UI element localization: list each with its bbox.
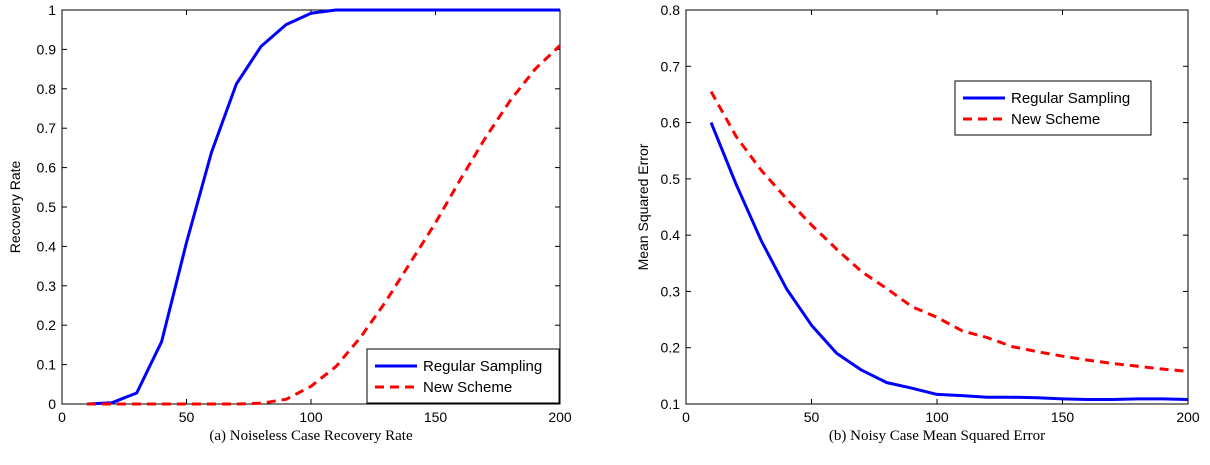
y-tick-label: 0.1 (661, 396, 681, 412)
series-line-regular-sampling (709, 122, 1189, 401)
y-tick-label: 0.5 (661, 171, 681, 187)
plot-area (61, 9, 561, 405)
legend-box (954, 80, 1152, 136)
y-tick-label: 0.3 (37, 278, 57, 294)
y-tick-label: 0.4 (37, 238, 57, 254)
series-line-regular-sampling (86, 8, 560, 406)
y-tick-label: 0.8 (661, 2, 681, 18)
x-tick-label: 100 (925, 409, 949, 425)
y-tick-label: 0.7 (37, 120, 57, 136)
y-tick-label: 0.2 (661, 340, 681, 356)
y-tick-label: 0 (48, 396, 56, 412)
x-tick-label: 100 (299, 409, 323, 425)
x-tick-label: 50 (804, 409, 820, 425)
x-tick-label: 200 (1176, 409, 1200, 425)
y-tick-label: 0.1 (37, 357, 57, 373)
y-axis-label: Recovery Rate (7, 160, 23, 253)
y-tick-label: 1 (48, 2, 56, 18)
legend-label: Regular Sampling (423, 358, 542, 375)
plot-area (685, 9, 1189, 405)
y-tick-label: 0.5 (37, 199, 57, 215)
chart-recovery-rate: 0 50 100 150 200 0 0.1 0.2 0.3 0.4 0.5 0.6 0.7 0.8 0.9… (7, 2, 572, 444)
y-tick-label: 0.6 (661, 115, 681, 131)
legend-label: Regular Sampling (1011, 90, 1130, 107)
series-line-new-scheme (86, 44, 562, 406)
legend-label: New Scheme (1011, 111, 1100, 128)
x-tick-label: 200 (548, 409, 572, 425)
x-tick-label: 150 (1051, 409, 1075, 425)
y-tick-label: 0.3 (661, 283, 681, 299)
y-tick-label: 0.2 (37, 317, 57, 333)
series-line-new-scheme (709, 90, 1189, 373)
figure-caption: (b) Noisy Case Mean Squared Error (829, 428, 1045, 444)
legend-box (366, 348, 560, 404)
x-tick-label: 150 (424, 409, 448, 425)
x-tick-label: 0 (58, 409, 66, 425)
figure-caption: (a) Noiseless Case Recovery Rate (209, 428, 413, 444)
y-tick-label: 0.7 (661, 58, 681, 74)
y-tick-label: 0.6 (37, 160, 57, 176)
y-tick-label: 0.9 (37, 41, 57, 57)
y-axis-label: Mean Squared Error (635, 143, 651, 270)
y-tick-label: 0.8 (37, 81, 57, 97)
chart-mean-squared-error: 0 50 100 150 200 0.1 0.2 0.3 0.4 0.5 0.6 0.7 0.8 Mean… (635, 2, 1200, 444)
y-tick-label: 0.4 (661, 227, 681, 243)
x-tick-label: 50 (179, 409, 195, 425)
x-tick-label: 0 (682, 409, 690, 425)
legend-label: New Scheme (423, 379, 512, 396)
